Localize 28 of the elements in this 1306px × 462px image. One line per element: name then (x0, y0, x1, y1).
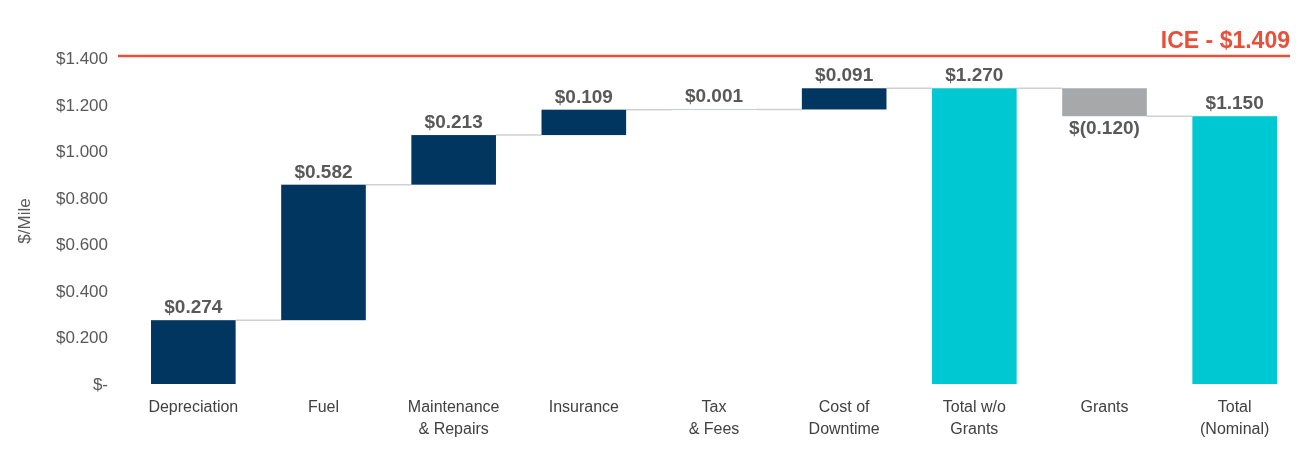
x-tick-label: Total w/o Grants (942, 398, 1007, 437)
data-label: $(0.120) (1069, 117, 1140, 139)
data-label: $1.270 (945, 64, 1004, 86)
data-label: $0.109 (554, 85, 613, 107)
y-tick-label: $- (92, 374, 108, 394)
data-label: $0.274 (164, 296, 223, 318)
y-tick-label: $1.200 (56, 95, 108, 115)
data-label: $0.091 (815, 64, 874, 86)
x-tick-label: Grants (1080, 398, 1129, 415)
y-tick-label: $0.800 (56, 188, 108, 208)
y-tick-label: $0.400 (56, 281, 108, 301)
x-tick-label: Cost of Downtime (808, 398, 880, 437)
x-tick-label: Insurance (548, 398, 620, 415)
y-tick-label: $1.400 (56, 48, 108, 68)
data-label: $0.001 (684, 85, 744, 107)
x-tick-label: Maintenance & Repairs (407, 398, 500, 437)
ref-line-label: ICE - $1.409 (1160, 26, 1290, 53)
x-tick-label: Tax & Fees (688, 398, 740, 437)
y-tick-label: $1.000 (56, 142, 108, 162)
y-tick-label: $0.600 (56, 235, 108, 255)
x-tick-label: Fuel (307, 398, 340, 415)
x-tick-label: Depreciation (148, 398, 239, 415)
y-tick-label: $0.200 (56, 328, 108, 348)
x-tick-label: Total (Nominal) (1200, 398, 1270, 437)
data-label: $1.150 (1205, 92, 1264, 114)
y-axis-title: $/Mile (15, 198, 34, 244)
data-label: $0.213 (424, 111, 483, 133)
data-label: $0.582 (294, 160, 353, 182)
